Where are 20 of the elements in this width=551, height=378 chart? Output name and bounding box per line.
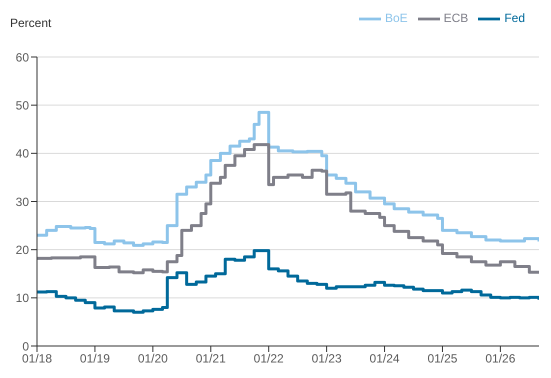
y-tick-label: 50 [16,98,30,112]
x-tick-label: 01/22 [254,352,284,366]
x-tick-label: 01/19 [80,352,110,366]
y-tick-label: 60 [16,50,30,64]
x-tick-label: 01/23 [312,352,342,366]
x-tick-label: 01/21 [196,352,226,366]
x-tick-label: 01/20 [138,352,168,366]
x-tick-label: 01/26 [485,352,516,366]
x-tick-label: 01/25 [427,352,458,366]
y-tick-label: 20 [16,242,30,257]
x-tick-label: 01/18 [22,352,52,366]
y-tick-label: 10 [16,291,30,306]
legend-label: ECB [444,11,468,26]
y-tick-label: 0 [22,339,30,354]
legend-label: BoE [384,11,408,26]
y-tick-label: 40 [16,146,30,161]
x-tick-label: 01/24 [370,352,400,366]
legend-label: Fed [504,11,525,26]
y-tick-label: 30 [16,194,30,209]
y-axis-title: Percent [10,16,52,30]
